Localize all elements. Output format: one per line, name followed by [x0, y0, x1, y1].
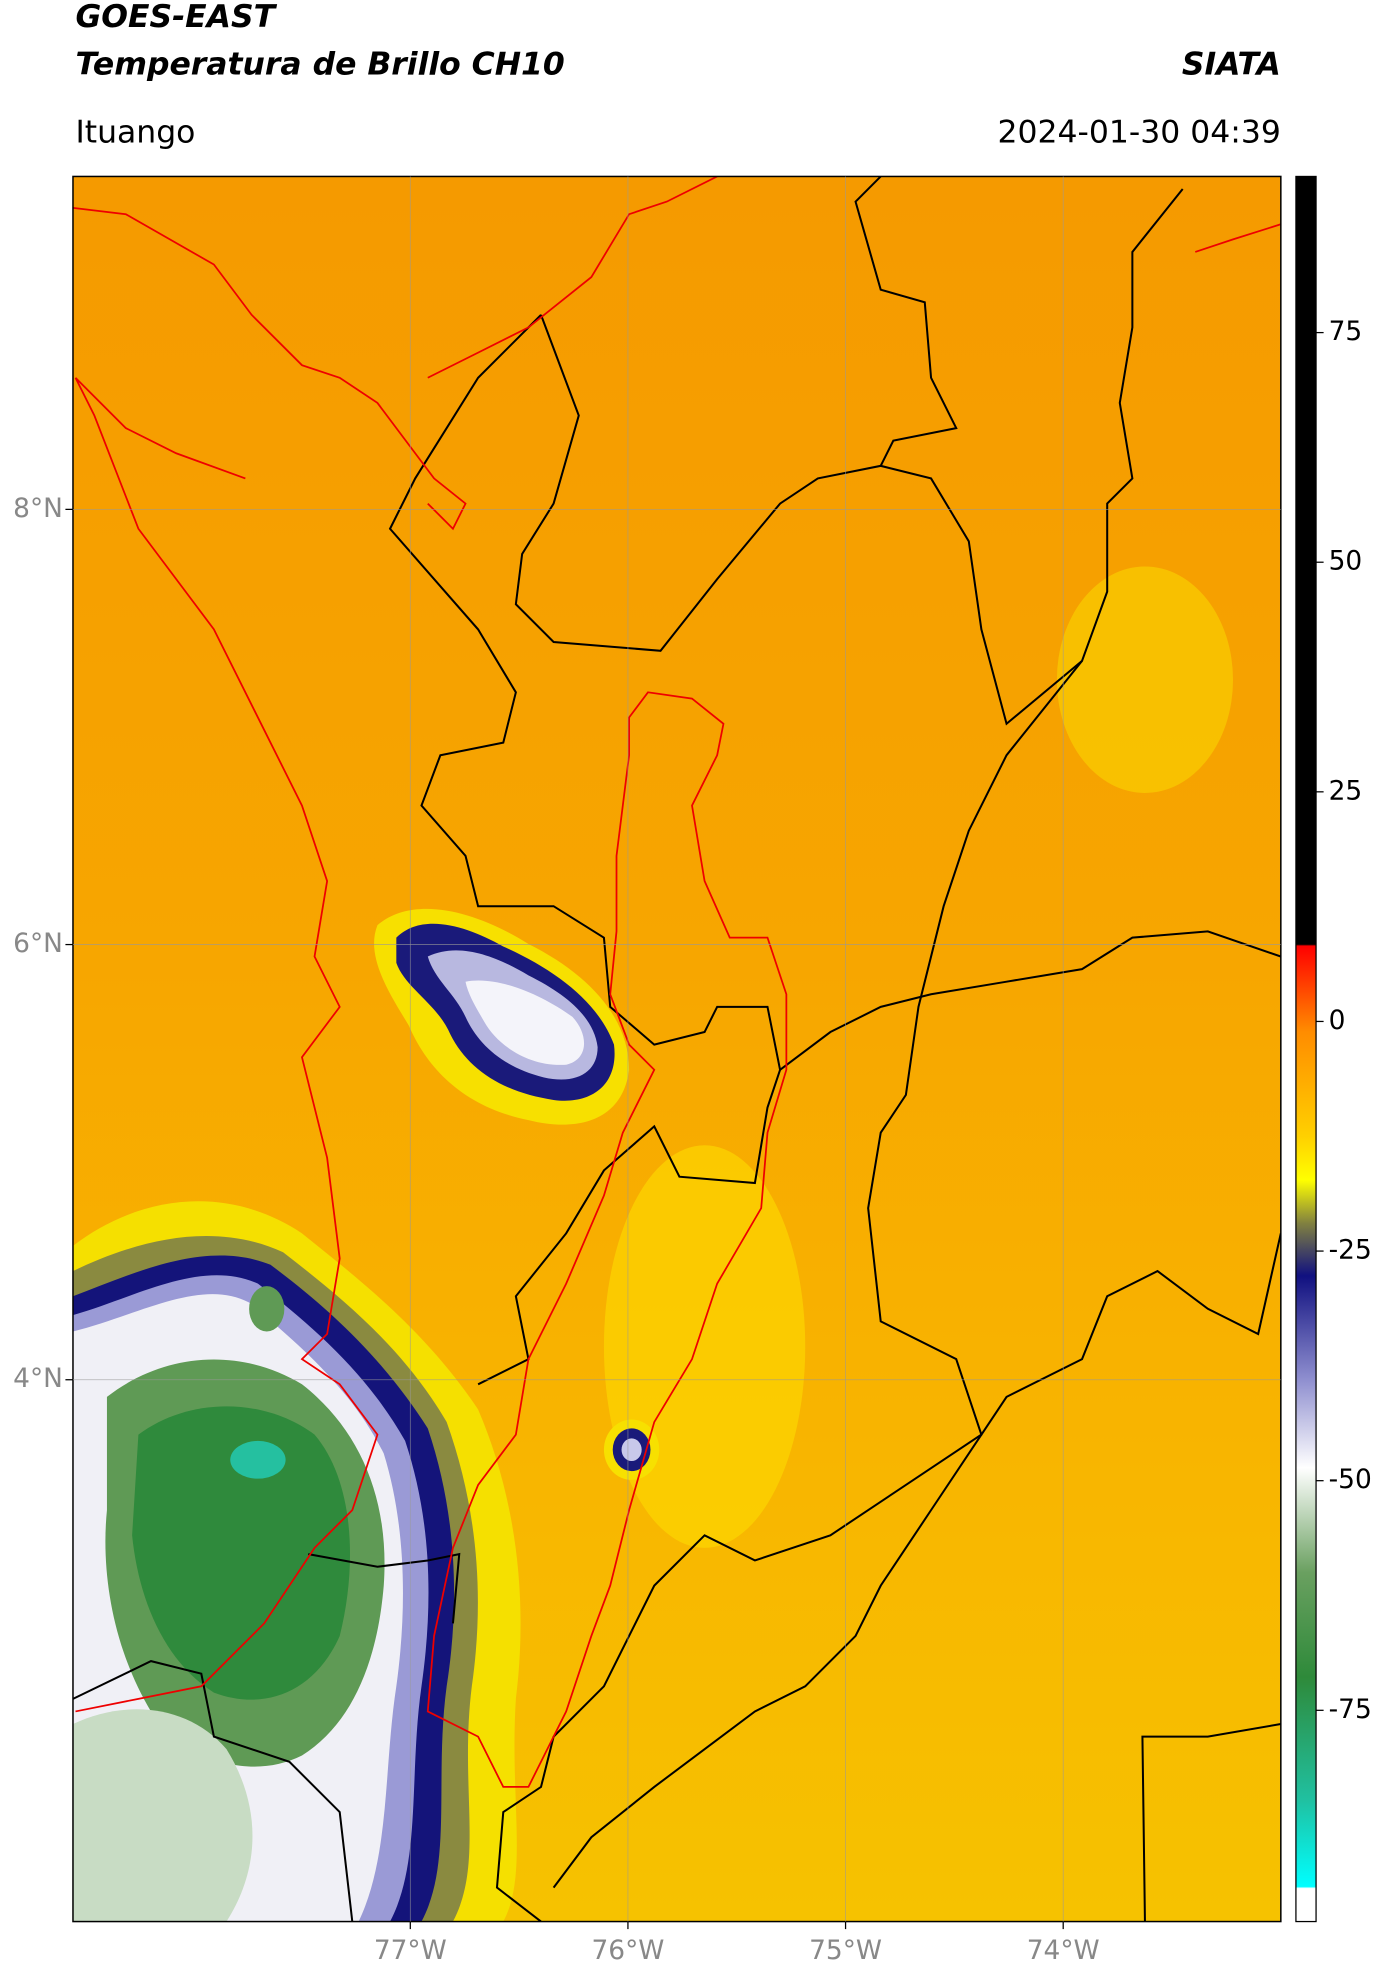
warm-area — [1056, 566, 1234, 793]
border — [495, 660, 1083, 1922]
cloud — [465, 980, 585, 1065]
source: SIATA — [1182, 47, 1281, 83]
border — [72, 1660, 354, 1922]
border — [1141, 1723, 1281, 1922]
cloud — [621, 1438, 642, 1462]
border — [552, 1233, 1281, 1889]
coastline — [427, 176, 718, 379]
coastline — [72, 207, 467, 531]
coastline — [74, 377, 379, 1713]
y-tick-label: 6°N — [13, 928, 63, 959]
border — [308, 1552, 461, 1624]
map — [72, 176, 1281, 1922]
subtitle: Temperatura de Brillo CH10 — [75, 47, 564, 83]
colorbar-tick-label: 0 — [1329, 1005, 1346, 1036]
colorbar-tick-label: -50 — [1329, 1464, 1372, 1495]
colorbar — [1295, 175, 1317, 1923]
warm-area — [603, 1145, 806, 1548]
axes: 77°W 76°W 75°W 74°W 4°N 6°N 8°N — [13, 176, 1281, 1966]
coastline — [1194, 223, 1281, 253]
border — [514, 188, 1184, 726]
x-tick-label: 75°W — [809, 1935, 882, 1966]
cloud-core — [132, 1406, 351, 1700]
x-tick-label: 77°W — [374, 1935, 447, 1966]
map-frame — [72, 175, 1282, 1923]
title: GOES-EAST — [75, 0, 277, 35]
colorbar-tick-label: -75 — [1329, 1694, 1372, 1725]
x-tick-label: 76°W — [591, 1935, 664, 1966]
cloud — [72, 1709, 253, 1922]
border — [388, 314, 782, 1386]
y-tick-label: 8°N — [13, 493, 63, 524]
border — [779, 930, 1281, 1071]
colorbar-tick-label: -25 — [1329, 1235, 1372, 1266]
colorbar-tick-label: 25 — [1329, 775, 1363, 806]
colorbar-tick-label: 50 — [1329, 546, 1363, 577]
location: Ituango — [75, 115, 195, 151]
cloud-core — [249, 1286, 285, 1332]
river-basin — [426, 691, 788, 1788]
border — [854, 176, 958, 467]
cloud-core — [230, 1440, 286, 1479]
colorbar-ticks: 75 50 25 0 -25 -50 -75 — [1316, 316, 1372, 1725]
datetime: 2024-01-30 04:39 — [998, 115, 1281, 151]
y-tick-label: 4°N — [13, 1363, 63, 1394]
x-tick-label: 74°W — [1027, 1935, 1100, 1966]
colorbar-tick-label: 75 — [1329, 316, 1363, 347]
